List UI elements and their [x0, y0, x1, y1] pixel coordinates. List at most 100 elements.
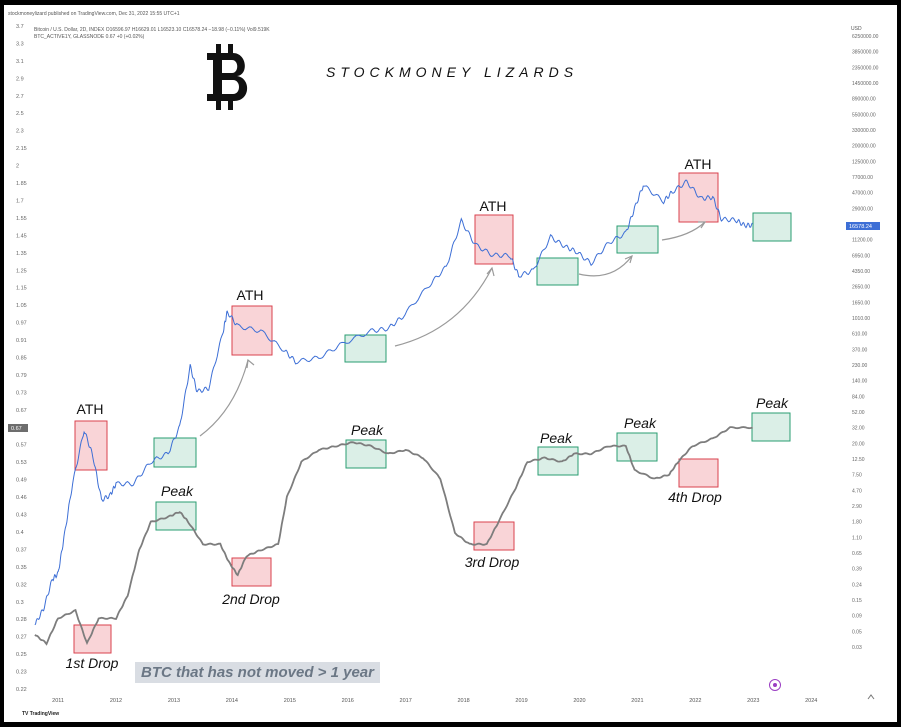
right-tick-label: 77000.00 — [852, 175, 873, 181]
tradingview-brand: TV TradingView — [22, 711, 60, 717]
trend-arrow — [661, 221, 706, 241]
annotation-label: ATH — [77, 401, 104, 417]
left-tick-label: 0.3 — [16, 600, 24, 606]
right-tick-label: 0.03 — [852, 645, 862, 651]
right-tick-label: 32.00 — [852, 426, 865, 432]
right-tick-label: 20.00 — [852, 441, 865, 447]
x-axis: 2011 2012 2013 2014 2015 2016 2017 2018 2019 2020… — [52, 698, 817, 704]
x-tick-label: 2014 — [226, 698, 238, 704]
price-series-line — [34, 179, 753, 626]
annotation-label: 3rd Drop — [465, 554, 520, 570]
annotation-label: ATH — [685, 156, 712, 172]
left-tick-label: 0.4 — [16, 530, 24, 536]
left-tick-label: 0.35 — [16, 565, 27, 571]
right-tick-label: 370.00 — [852, 347, 868, 353]
right-tick-label: 0.24 — [852, 582, 862, 588]
last-price-label: 16578.24 — [849, 224, 872, 230]
left-tick-label: 1.45 — [16, 233, 27, 239]
right-tick-label: 84.00 — [852, 394, 865, 400]
green-highlight-box — [537, 446, 579, 476]
green-highlight-box — [616, 432, 658, 462]
left-tick-label: 1.05 — [16, 303, 27, 309]
annotation-label: ATH — [237, 287, 264, 303]
trend-arrow — [199, 359, 249, 437]
x-tick-label: 2011 — [52, 698, 64, 704]
right-tick-label: 6250000.00 — [852, 34, 879, 40]
right-tick-label: 330000.00 — [852, 128, 876, 134]
annotation-labels: ATH ATH ATH ATH Peak Peak Peak Peak Peak 1st Drop… — [66, 156, 789, 671]
symbol-line: Bitcoin / U.S. Dollar, 2D, INDEX O16596.… — [34, 27, 270, 33]
left-tick-label: 0.22 — [16, 687, 27, 693]
settings-chevron-icon[interactable] — [866, 692, 876, 702]
annotation-label: Peak — [351, 422, 384, 438]
x-tick-label: 2020 — [573, 698, 585, 704]
red-highlight-box — [473, 521, 515, 551]
annotation-label: 4th Drop — [668, 489, 722, 505]
right-tick-label: 230.00 — [852, 363, 868, 369]
left-tick-label: 1.15 — [16, 286, 27, 292]
arrow-head — [698, 221, 707, 229]
x-tick-label: 2015 — [284, 698, 296, 704]
caption-box: BTC that has not moved > 1 year — [135, 662, 380, 683]
right-tick-label: 2.90 — [852, 504, 862, 510]
brand-title: STOCKMONEY LIZARDS — [326, 64, 579, 80]
x-tick-label: 2018 — [457, 698, 469, 704]
right-tick-label: 1650.00 — [852, 300, 870, 306]
left-tick-label: 2.15 — [16, 146, 27, 152]
left-tick-label: 0.97 — [16, 321, 27, 327]
x-tick-label: 2017 — [400, 698, 412, 704]
red-highlight-box — [231, 557, 272, 587]
annotation-label: Peak — [624, 415, 657, 431]
right-tick-label: 11200.00 — [852, 238, 873, 244]
green-highlight-box — [344, 334, 387, 363]
x-tick-label: 2013 — [168, 698, 180, 704]
right-tick-label: 6950.00 — [852, 253, 870, 259]
value-badges: 16578.24 0.67 — [8, 222, 880, 432]
publisher-line: stockmoneylizard published on TradingVie… — [8, 11, 180, 17]
left-tick-label: 0.37 — [16, 547, 27, 553]
right-tick-label: 0.05 — [852, 629, 862, 635]
right-tick-label: 125000.00 — [852, 159, 876, 165]
x-tick-label: 2022 — [689, 698, 701, 704]
chart-panel — [4, 5, 897, 722]
left-tick-label: 2.3 — [16, 129, 24, 135]
trend-arrow — [394, 267, 493, 347]
right-tick-label: 550000.00 — [852, 112, 876, 118]
right-tick-label: 52.00 — [852, 410, 865, 416]
x-tick-label: 2019 — [515, 698, 527, 704]
green-highlight-box — [345, 439, 387, 469]
arrow-head — [246, 358, 255, 369]
x-tick-label: 2012 — [110, 698, 122, 704]
left-tick-label: 3.1 — [16, 59, 24, 65]
left-tick-label: 1.85 — [16, 181, 27, 187]
currency-label: USD — [851, 26, 862, 32]
left-tick-label: 1.55 — [16, 216, 27, 222]
highlight-boxes — [73, 172, 792, 654]
right-tick-label: 0.39 — [852, 567, 862, 573]
left-tick-label: 1.7 — [16, 198, 24, 204]
left-tick-label: 0.57 — [16, 443, 27, 449]
indicator-value-badge — [8, 424, 28, 432]
trend-arrows — [199, 221, 707, 437]
annotation-label: 1st Drop — [66, 655, 119, 671]
left-tick-label: 0.85 — [16, 356, 27, 362]
bitcoin-logo-icon — [207, 44, 248, 110]
x-tick-label: 2023 — [747, 698, 759, 704]
right-tick-label: 610.00 — [852, 332, 868, 338]
right-axis: 6250000.00 3850000.00 2350000.00 1450000.00… — [852, 34, 879, 651]
x-tick-label: 2024 — [805, 698, 817, 704]
annotation-label: ATH — [480, 198, 507, 214]
right-tick-label: 1.10 — [852, 535, 862, 541]
right-tick-label: 3850000.00 — [852, 50, 879, 56]
right-tick-label: 0.65 — [852, 551, 862, 557]
x-tick-label: 2021 — [631, 698, 643, 704]
left-tick-label: 0.27 — [16, 635, 27, 641]
green-highlight-box — [752, 212, 792, 242]
green-highlight-box — [536, 257, 579, 286]
annotation-label: Peak — [161, 483, 194, 499]
right-tick-label: 2650.00 — [852, 285, 870, 291]
left-tick-label: 0.28 — [16, 617, 27, 623]
left-tick-label: 1.25 — [16, 268, 27, 274]
